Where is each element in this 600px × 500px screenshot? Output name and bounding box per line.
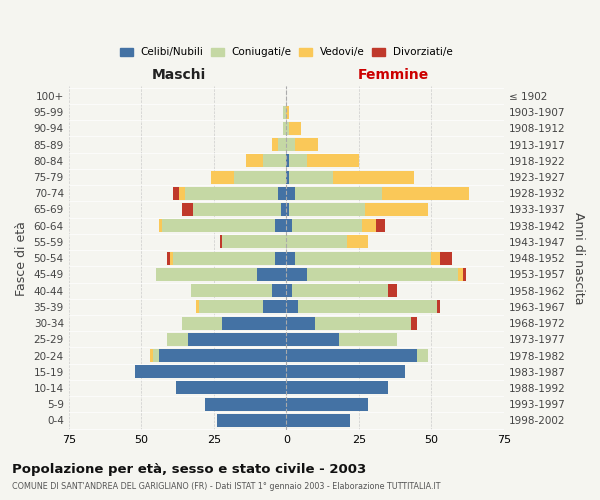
Bar	[286, 382, 388, 394]
Bar	[286, 268, 307, 281]
Bar	[223, 316, 286, 330]
Bar	[286, 365, 405, 378]
Bar	[388, 284, 397, 297]
Bar	[263, 154, 286, 168]
Bar	[193, 203, 281, 216]
Bar	[275, 252, 286, 264]
Bar	[156, 268, 257, 281]
Bar	[278, 187, 286, 200]
Text: Maschi: Maschi	[152, 68, 206, 82]
Bar	[272, 138, 278, 151]
Bar	[182, 203, 193, 216]
Bar	[161, 219, 275, 232]
Bar	[158, 349, 286, 362]
Bar	[182, 316, 223, 330]
Bar	[440, 252, 452, 264]
Bar	[362, 219, 376, 232]
Bar	[223, 236, 286, 248]
Bar	[292, 284, 388, 297]
Bar	[286, 170, 289, 183]
Bar	[158, 219, 161, 232]
Bar	[295, 138, 318, 151]
Bar	[188, 333, 286, 346]
Bar	[458, 268, 463, 281]
Bar	[173, 187, 179, 200]
Bar	[278, 138, 286, 151]
Bar	[286, 252, 295, 264]
Bar	[272, 284, 286, 297]
Bar	[286, 219, 292, 232]
Bar	[347, 236, 368, 248]
Y-axis label: Anni di nascita: Anni di nascita	[572, 212, 585, 304]
Bar	[234, 170, 286, 183]
Bar	[211, 170, 234, 183]
Text: Femmine: Femmine	[358, 68, 429, 82]
Bar	[153, 349, 158, 362]
Bar	[286, 203, 289, 216]
Bar	[298, 300, 437, 314]
Bar	[176, 382, 286, 394]
Bar	[185, 187, 278, 200]
Bar	[286, 349, 417, 362]
Bar	[376, 219, 385, 232]
Bar	[283, 122, 286, 135]
Bar	[245, 154, 263, 168]
Bar	[263, 300, 286, 314]
Bar	[217, 414, 286, 427]
Bar	[286, 138, 295, 151]
Bar	[179, 187, 185, 200]
Text: COMUNE DI SANT'ANDREA DEL GARIGLIANO (FR) - Dati ISTAT 1° gennaio 2003 - Elabora: COMUNE DI SANT'ANDREA DEL GARIGLIANO (FR…	[12, 482, 440, 491]
Bar	[437, 300, 440, 314]
Bar	[316, 316, 411, 330]
Bar	[167, 252, 170, 264]
Bar	[191, 284, 272, 297]
Bar	[307, 268, 458, 281]
Bar	[295, 252, 431, 264]
Y-axis label: Fasce di età: Fasce di età	[15, 220, 28, 296]
Bar	[167, 333, 188, 346]
Bar	[295, 187, 382, 200]
Bar	[286, 154, 289, 168]
Bar	[136, 365, 286, 378]
Bar	[286, 398, 368, 410]
Bar	[463, 268, 466, 281]
Bar	[289, 170, 333, 183]
Bar	[382, 187, 469, 200]
Bar	[411, 316, 417, 330]
Bar	[286, 414, 350, 427]
Bar	[150, 349, 153, 362]
Bar	[286, 333, 338, 346]
Bar	[307, 154, 359, 168]
Bar	[289, 122, 301, 135]
Bar	[286, 316, 316, 330]
Bar	[199, 300, 263, 314]
Bar	[220, 236, 223, 248]
Bar	[286, 300, 298, 314]
Bar	[365, 203, 428, 216]
Bar	[170, 252, 173, 264]
Bar	[289, 203, 365, 216]
Bar	[286, 284, 292, 297]
Bar	[196, 300, 199, 314]
Bar	[431, 252, 440, 264]
Bar	[286, 187, 295, 200]
Text: Popolazione per età, sesso e stato civile - 2003: Popolazione per età, sesso e stato civil…	[12, 462, 366, 475]
Bar	[286, 106, 289, 118]
Bar	[292, 219, 362, 232]
Bar	[173, 252, 275, 264]
Bar	[205, 398, 286, 410]
Bar	[283, 106, 286, 118]
Legend: Celibi/Nubili, Coniugati/e, Vedovi/e, Divorziati/e: Celibi/Nubili, Coniugati/e, Vedovi/e, Di…	[116, 43, 457, 62]
Bar	[275, 219, 286, 232]
Bar	[286, 122, 289, 135]
Bar	[333, 170, 414, 183]
Bar	[286, 236, 347, 248]
Bar	[417, 349, 428, 362]
Bar	[257, 268, 286, 281]
Bar	[338, 333, 397, 346]
Bar	[281, 203, 286, 216]
Bar	[289, 154, 307, 168]
